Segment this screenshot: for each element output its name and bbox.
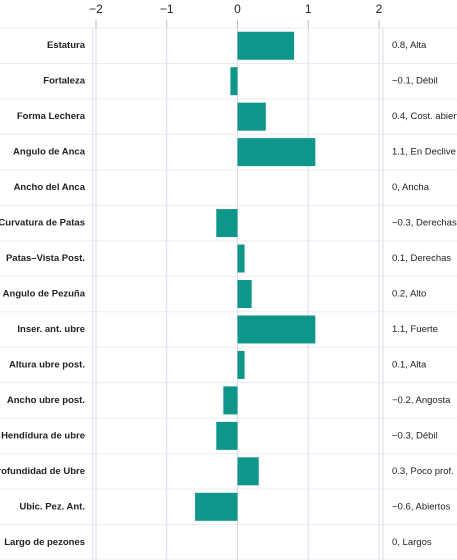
category-label: Angulo de Anca (13, 147, 86, 158)
category-label: Angulo de Pezuña (3, 289, 86, 300)
value-label: −0.3, Derechas (392, 218, 457, 229)
x-tick-label: 0 (234, 2, 241, 16)
value-label: −0.2, Angosta (392, 395, 451, 406)
category-label: Ancho del Anca (14, 182, 86, 193)
bar (237, 244, 245, 273)
category-label: Inser. ant. ubre (17, 324, 85, 335)
value-label: 1.1, En Declive (392, 147, 456, 158)
value-label: −0.1, Débil (392, 76, 438, 87)
category-label: Hendidura de ubre (1, 430, 85, 441)
x-tick-label: 2 (376, 2, 383, 16)
bar (237, 280, 252, 308)
bar (237, 138, 316, 167)
x-tick-label: 1 (305, 2, 312, 16)
category-label: Forma Lechera (17, 111, 86, 122)
bar (237, 315, 316, 344)
category-label: Profundidad de Ubre (0, 466, 85, 477)
bar (237, 457, 259, 486)
bar (237, 350, 245, 379)
category-label: Estatura (47, 40, 86, 51)
bar (230, 67, 238, 96)
value-label: 0.4, Cost. abierto (392, 111, 457, 122)
bar (216, 421, 238, 450)
bar (237, 31, 295, 60)
category-label: Largo de pezones (4, 537, 85, 548)
category-label: Ancho ubre post. (7, 395, 85, 406)
value-label: −0.3, Débil (392, 430, 438, 441)
bar (216, 209, 238, 238)
bar (223, 386, 238, 415)
value-label: 0, Ancha (392, 182, 430, 193)
value-label: 0.1, Alta (392, 359, 427, 370)
category-label: Altura ubre post. (9, 359, 85, 370)
bar (195, 492, 238, 521)
category-label: Fortaleza (43, 76, 85, 87)
value-label: 0.3, Poco prof. (392, 466, 454, 477)
value-label: 1.1, Fuerte (392, 324, 438, 335)
category-label: Curvatura de Patas (0, 218, 85, 229)
value-label: 0.8, Alta (392, 40, 427, 51)
value-label: 0, Largos (392, 537, 432, 548)
x-tick-label: −2 (89, 2, 103, 16)
category-label: Ubic. Pez. Ant. (19, 501, 85, 512)
value-label: 0.2, Alto (392, 289, 426, 300)
value-label: 0.1, Derechas (392, 253, 451, 264)
bar (237, 102, 266, 131)
x-tick-label: −1 (160, 2, 174, 16)
category-label: Patas–Vista Post. (6, 253, 85, 264)
value-label: −0.6, Abiertos (392, 501, 451, 512)
